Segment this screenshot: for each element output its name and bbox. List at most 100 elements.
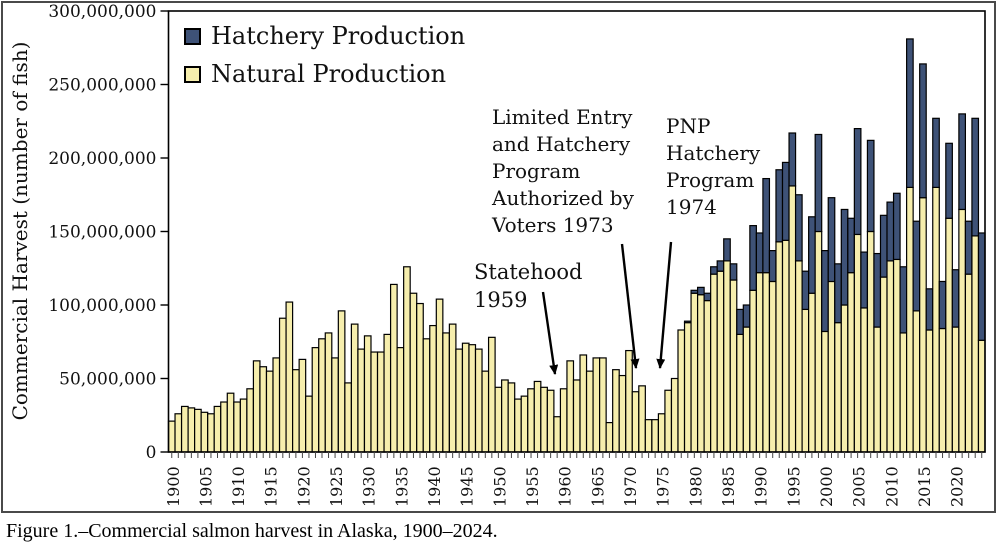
x-tick-label: 1905 <box>196 466 215 507</box>
bar-natural-2007 <box>866 230 875 453</box>
natural-swatch <box>184 65 201 83</box>
bar-hatchery-2021 <box>958 113 967 211</box>
annotation-limited-entry: Limited Entry and Hatchery Program Autho… <box>492 105 634 237</box>
x-tick-label: 1940 <box>425 466 444 507</box>
bar-natural-2016 <box>925 329 934 453</box>
x-tick-label: 1960 <box>556 466 575 507</box>
bar-natural-1900 <box>167 420 176 453</box>
bar-natural-1939 <box>422 338 431 453</box>
bar-natural-1922 <box>311 347 320 453</box>
bar-natural-1911 <box>239 398 248 453</box>
bar-natural-1947 <box>474 348 483 453</box>
bar-hatchery-2013 <box>906 38 914 189</box>
bar-hatchery-2018 <box>938 280 947 330</box>
annotation-arrows <box>541 241 673 375</box>
bar-hatchery-2003 <box>840 208 849 306</box>
limited-entry-arrow <box>620 243 640 369</box>
bar-natural-2022 <box>964 273 973 453</box>
bar-natural-1989 <box>749 289 757 453</box>
x-tick-label: 1950 <box>490 466 509 507</box>
bar-natural-1972 <box>638 385 646 453</box>
bars-group <box>167 38 986 453</box>
bar-natural-1952 <box>507 382 516 453</box>
bar-natural-1985 <box>723 260 731 453</box>
bar-hatchery-2020 <box>951 269 960 328</box>
bar-natural-2009 <box>879 276 888 453</box>
bar-natural-1916 <box>272 357 281 453</box>
bar-natural-1987 <box>736 333 744 453</box>
bar-natural-1974 <box>651 419 659 453</box>
bar-natural-1945 <box>461 342 470 453</box>
bar-natural-1975 <box>657 413 666 453</box>
bar-natural-1997 <box>801 308 810 453</box>
bar-hatchery-2015 <box>919 63 927 199</box>
bar-natural-1909 <box>226 392 235 453</box>
bar-natural-1984 <box>716 270 725 453</box>
bar-natural-1925 <box>331 357 339 453</box>
bar-natural-1904 <box>194 408 202 453</box>
bar-natural-1914 <box>259 366 268 453</box>
bar-natural-1913 <box>252 360 261 453</box>
bar-natural-1920 <box>298 358 307 453</box>
bar-hatchery-1982 <box>703 292 712 302</box>
bar-hatchery-1993 <box>775 169 784 243</box>
bar-natural-1971 <box>631 391 640 453</box>
bar-natural-1908 <box>220 401 228 453</box>
figure-caption: Figure 1.–Commercial salmon harvest in A… <box>6 520 498 542</box>
bar-natural-1970 <box>625 349 633 453</box>
bar-hatchery-1994 <box>781 161 790 241</box>
x-tick-label: 1930 <box>360 466 379 507</box>
bar-natural-1969 <box>618 374 627 453</box>
bar-hatchery-2019 <box>945 142 953 219</box>
bar-natural-1931 <box>370 351 379 453</box>
bar-natural-2001 <box>827 280 836 453</box>
bar-hatchery-1999 <box>814 133 823 233</box>
bar-natural-1917 <box>278 317 287 453</box>
bar-natural-1933 <box>383 333 392 453</box>
x-tick-label: 1985 <box>719 466 738 507</box>
bar-natural-1981 <box>696 294 705 453</box>
bar-hatchery-1998 <box>808 216 816 294</box>
bar-natural-1921 <box>305 395 313 453</box>
bar-natural-1937 <box>409 292 418 453</box>
bar-natural-1977 <box>670 377 679 453</box>
y-tick-label: 250,000,000 <box>48 76 156 96</box>
bar-natural-1940 <box>429 324 437 453</box>
bar-natural-2021 <box>958 208 967 453</box>
bar-natural-1906 <box>207 413 215 453</box>
annotation-statehood: Statehood 1959 <box>474 260 583 312</box>
bar-hatchery-1986 <box>729 263 738 281</box>
y-tick-label: 0 <box>146 443 157 463</box>
x-tick-label: 2000 <box>817 466 836 507</box>
bar-natural-1959 <box>553 416 562 453</box>
statehood-arrow <box>541 291 559 375</box>
bar-natural-2013 <box>906 186 914 453</box>
bar-hatchery-2016 <box>925 288 934 331</box>
bar-natural-1932 <box>376 351 385 453</box>
bar-natural-1943 <box>448 323 457 453</box>
x-tick-label: 1935 <box>392 466 411 507</box>
bar-natural-1986 <box>729 279 738 453</box>
bar-hatchery-1992 <box>768 250 777 283</box>
bar-natural-2019 <box>945 217 953 453</box>
bar-natural-2024 <box>977 339 986 453</box>
bar-hatchery-2004 <box>847 217 855 274</box>
x-tick-label: 1925 <box>327 466 346 507</box>
bar-natural-1938 <box>416 302 424 453</box>
y-tick-label: 150,000,000 <box>48 223 156 243</box>
bar-natural-1967 <box>605 422 614 453</box>
bar-natural-1996 <box>794 260 803 453</box>
bar-natural-1958 <box>546 389 555 453</box>
bar-natural-2012 <box>899 332 908 453</box>
bar-natural-2006 <box>860 307 869 453</box>
bar-natural-1915 <box>265 370 274 453</box>
bar-natural-1951 <box>501 379 509 453</box>
x-tick-label: 2005 <box>850 466 869 507</box>
bar-natural-2004 <box>847 272 855 453</box>
hatchery-label: Hatchery Production <box>211 22 466 50</box>
bar-natural-1990 <box>755 272 764 453</box>
bar-natural-1998 <box>808 292 816 453</box>
x-tick-label: 2020 <box>948 466 967 507</box>
x-tick-label: 2015 <box>915 466 934 507</box>
bar-natural-1993 <box>775 241 784 453</box>
